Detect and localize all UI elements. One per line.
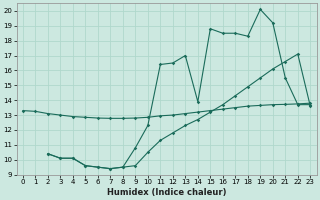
X-axis label: Humidex (Indice chaleur): Humidex (Indice chaleur) [107,188,226,197]
